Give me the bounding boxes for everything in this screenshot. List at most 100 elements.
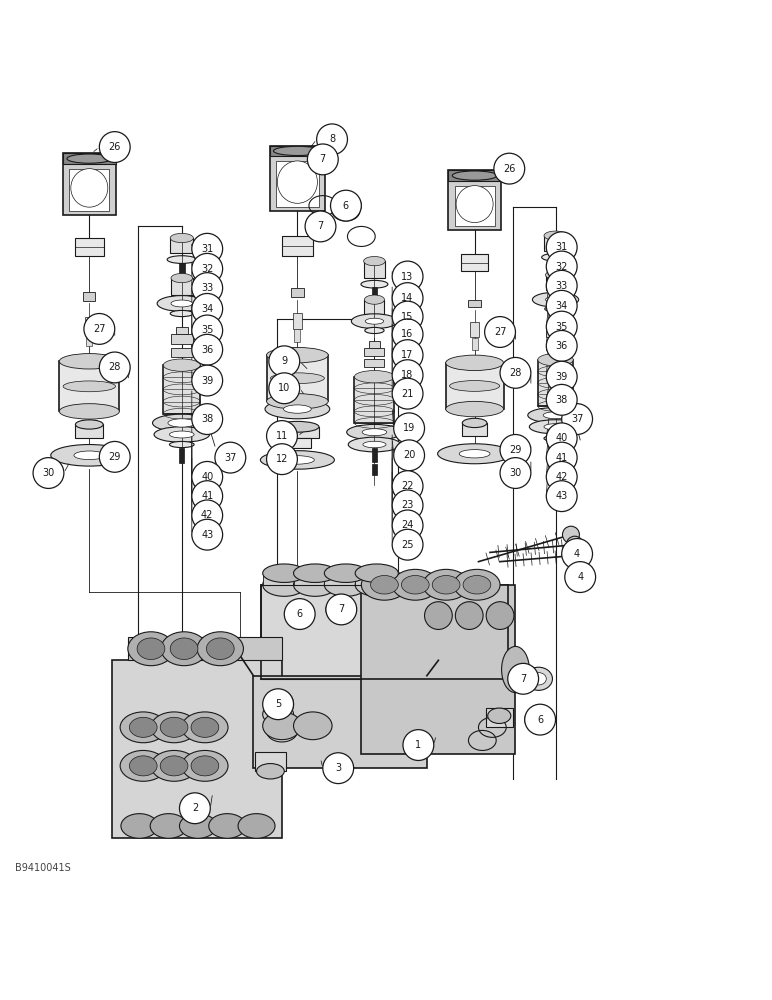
Text: 28: 28	[109, 362, 121, 372]
Text: 33: 33	[556, 281, 568, 291]
Text: 7: 7	[320, 154, 326, 164]
Text: 15: 15	[401, 312, 414, 322]
Circle shape	[562, 539, 593, 569]
Circle shape	[500, 357, 531, 388]
Ellipse shape	[161, 632, 207, 666]
Bar	[369, 341, 380, 348]
Circle shape	[392, 471, 423, 502]
Ellipse shape	[170, 441, 194, 448]
Text: 38: 38	[201, 414, 213, 424]
Ellipse shape	[170, 431, 194, 438]
Ellipse shape	[364, 295, 384, 304]
Ellipse shape	[161, 756, 188, 776]
Bar	[294, 329, 300, 342]
Text: 4: 4	[577, 572, 584, 582]
Bar	[86, 333, 93, 346]
Text: 7: 7	[317, 221, 323, 231]
Text: 40: 40	[201, 472, 213, 482]
Text: 42: 42	[201, 510, 213, 520]
Ellipse shape	[266, 690, 293, 718]
Circle shape	[394, 413, 425, 444]
Circle shape	[392, 360, 423, 391]
Ellipse shape	[452, 171, 497, 180]
Bar	[175, 327, 188, 334]
Text: 31: 31	[556, 242, 568, 252]
Ellipse shape	[121, 814, 158, 838]
Ellipse shape	[286, 600, 313, 623]
Text: 20: 20	[403, 450, 415, 460]
Ellipse shape	[171, 300, 192, 307]
Bar	[171, 238, 193, 253]
Text: 30: 30	[42, 468, 55, 478]
Ellipse shape	[171, 233, 193, 243]
Ellipse shape	[59, 404, 120, 419]
Ellipse shape	[265, 399, 330, 419]
Ellipse shape	[208, 814, 245, 838]
Ellipse shape	[315, 153, 330, 166]
Circle shape	[191, 293, 222, 324]
Ellipse shape	[543, 412, 568, 419]
Text: 31: 31	[201, 244, 213, 254]
Circle shape	[392, 283, 423, 314]
Text: 38: 38	[556, 395, 568, 405]
Ellipse shape	[459, 450, 490, 458]
Text: 21: 21	[401, 389, 414, 399]
Bar	[470, 322, 479, 337]
Bar	[178, 263, 185, 275]
Ellipse shape	[525, 667, 553, 690]
Circle shape	[323, 753, 354, 784]
Bar	[76, 424, 103, 438]
Ellipse shape	[63, 381, 116, 392]
Text: 43: 43	[556, 491, 568, 501]
Circle shape	[494, 153, 525, 184]
Ellipse shape	[283, 405, 311, 413]
Circle shape	[547, 311, 577, 342]
Ellipse shape	[371, 576, 398, 594]
Bar	[63, 153, 116, 215]
Bar	[276, 161, 319, 207]
Ellipse shape	[272, 697, 287, 712]
Circle shape	[191, 519, 222, 550]
Bar	[449, 170, 501, 230]
Bar	[283, 438, 311, 448]
Circle shape	[547, 251, 577, 282]
Ellipse shape	[171, 273, 192, 283]
Text: 7: 7	[520, 674, 527, 684]
Bar	[462, 423, 487, 436]
Bar	[75, 238, 104, 256]
Bar	[85, 317, 94, 332]
Text: 13: 13	[401, 272, 414, 282]
Ellipse shape	[76, 420, 103, 429]
Circle shape	[191, 365, 222, 396]
Bar	[171, 278, 192, 295]
Circle shape	[392, 301, 423, 332]
Text: 6: 6	[296, 609, 303, 619]
Bar	[461, 254, 489, 271]
Ellipse shape	[363, 441, 386, 448]
Text: 18: 18	[401, 370, 414, 380]
Text: 11: 11	[276, 431, 288, 441]
Circle shape	[562, 404, 593, 434]
Bar	[546, 341, 566, 350]
Circle shape	[191, 500, 222, 531]
Circle shape	[392, 319, 423, 350]
Ellipse shape	[488, 708, 511, 723]
Ellipse shape	[462, 418, 487, 428]
Circle shape	[269, 373, 300, 404]
Circle shape	[567, 547, 584, 564]
Ellipse shape	[120, 750, 167, 781]
Text: 17: 17	[401, 350, 414, 360]
Bar	[445, 363, 503, 409]
Ellipse shape	[74, 451, 105, 460]
Circle shape	[262, 689, 293, 720]
Text: 9: 9	[281, 356, 287, 366]
Bar	[324, 573, 367, 585]
Ellipse shape	[171, 638, 198, 660]
Circle shape	[191, 334, 222, 365]
Ellipse shape	[455, 602, 483, 629]
Circle shape	[567, 536, 584, 553]
Text: 43: 43	[201, 530, 213, 540]
Circle shape	[84, 314, 115, 344]
Ellipse shape	[425, 602, 452, 629]
Circle shape	[547, 270, 577, 301]
